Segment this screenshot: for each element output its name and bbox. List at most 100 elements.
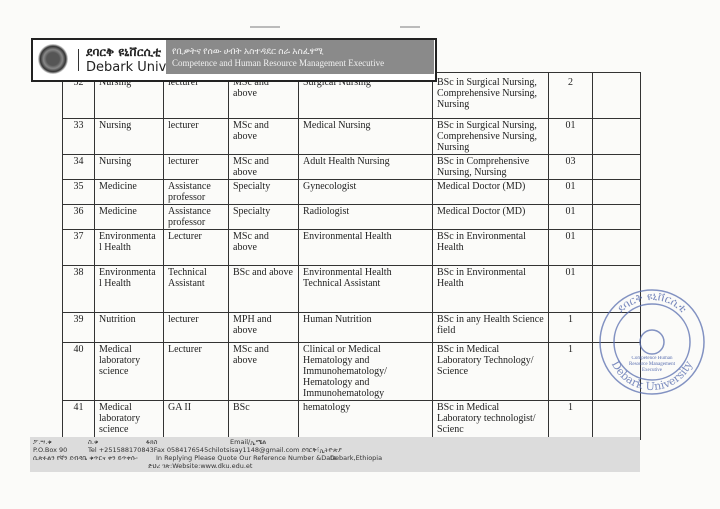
svg-text:ደባርቅ ዩኒቨርሲቲ: ደባርቅ ዩኒቨርሲቲ [615,290,690,316]
row-number: 38 [62,265,95,313]
table-row: 33 Nursing lecturer MSc and above Medical Nu… [62,118,641,155]
quantity: 01 [548,118,593,155]
field-of-study: hematology [298,400,433,440]
education-level: MSc and above [228,342,299,401]
email-label: Email/ኢሜል [230,438,267,446]
official-stamp: ደባርቅ ዩኒቨርሲቲ Debark University Competence… [599,289,705,395]
table-row: 36 Medicine Assistance professor Specialty R… [62,204,641,230]
remarks [592,154,641,180]
office-banner: የቢቃትና የሰው ሀብት አስተዳደር ስራ አስፈፃሚ Competence… [166,40,434,74]
contact-info: Tel +251588170843Fax 0584176545chilotsis… [88,446,342,454]
remarks [592,179,641,205]
field-of-study: Environmental Health Technical Assistant [298,265,433,313]
remarks [592,400,641,440]
required-qualification: BSc in Surgical Nursing, Comprehensive N… [432,72,549,119]
required-qualification: Medical Doctor (MD) [432,204,549,230]
letterhead-footer: ፖ.ሣ.ቁ ስ.ቁ ፋክስ Email/ኢሜል P.O.Box 90 Tel +… [30,437,640,472]
department: Environmenta l Health [94,229,164,266]
quantity: 01 [548,229,593,266]
table-row: 39 Nutrition lecturer MPH and above Human Nu… [62,312,641,343]
field-of-study: Medical Nursing [298,118,433,155]
education-level: Specialty [228,179,299,205]
remarks [592,72,641,119]
office-amharic: የቢቃትና የሰው ሀብት አስተዳደር ስራ አስፈፃሚ [172,46,324,56]
remarks [592,229,641,266]
stamp-top-text: ደባርቅ ዩኒቨርሲቲ [615,290,690,316]
education-level: MSc and above [228,118,299,155]
quantity: 1 [548,312,593,343]
academic-rank: Assistance professor [163,179,229,205]
education-level: BSc and above [228,265,299,313]
education-level: MSc and above [228,154,299,180]
row-number: 34 [62,154,95,180]
department: Medical laboratory science [94,400,164,440]
table-row: 40 Medical laboratory science Lecturer MSc … [62,342,641,401]
remarks [592,204,641,230]
university-seal-icon [38,44,68,74]
academic-rank: lecturer [163,154,229,180]
department: Medicine [94,179,164,205]
quantity: 1 [548,342,593,401]
education-level: MSc and above [228,229,299,266]
field-of-study: Human Nutrition [298,312,433,343]
row-number: 39 [62,312,95,343]
row-number: 36 [62,204,95,230]
department: Nursing [94,154,164,180]
row-number: 37 [62,229,95,266]
academic-rank: Technical Assistant [163,265,229,313]
required-qualification: BSc in Environmental Health [432,229,549,266]
department: Environmenta l Health [94,265,164,313]
academic-rank: Lecturer [163,342,229,401]
row-number: 35 [62,179,95,205]
education-level: BSc [228,400,299,440]
quantity: 01 [548,179,593,205]
location: Debark,Ethiopia [330,454,383,462]
quantity: 2 [548,72,593,119]
office-english: Competence and Human Resource Management… [172,58,385,68]
table-row: 38 Environmenta l Health Technical Assista… [62,265,641,313]
academic-rank: lecturer [163,312,229,343]
required-qualification: Medical Doctor (MD) [432,179,549,205]
quantity: 01 [548,204,593,230]
divider [78,49,79,71]
required-qualification: BSc in any Health Science field [432,312,549,343]
table-row: 35 Medicine Assistance professor Specialty G… [62,179,641,205]
stamp-center-text: Competence Human Resource Management Exe… [629,356,675,373]
pobox-label-amharic: ፖ.ሣ.ቁ [33,438,52,446]
academic-rank: Assistance professor [163,204,229,230]
department: Medical laboratory science [94,342,164,401]
required-qualification: BSc in Comprehensive Nursing, Nursing [432,154,549,180]
quantity: 1 [548,400,593,440]
row-number: 40 [62,342,95,401]
department: Nursing [94,118,164,155]
field-of-study: Radiologist [298,204,433,230]
education-level: Specialty [228,204,299,230]
academic-rank: GA II [163,400,229,440]
reply-note-amharic: ሲጽፉልን የኛን ደብዳቤ ቁጥርና ቀን ይጥቀሱ፡ [33,454,138,462]
reply-note: In Replying Please Quote Our Reference N… [156,454,337,462]
field-of-study: Clinical or Medical Hematology and Immun… [298,342,433,401]
university-name-amharic: ደባርቅ ዩኒቨርሲቲ [86,45,162,59]
required-qualification: BSc in Medical Laboratory Technology/ Sc… [432,342,549,401]
academic-rank: lecturer [163,118,229,155]
scan-mark [250,26,280,28]
field-of-study: Environmental Health [298,229,433,266]
required-qualification: BSc in Environmental Health [432,265,549,313]
required-qualification: BSc in Surgical Nursing, Comprehensive N… [432,118,549,155]
field-of-study: Gynecologist [298,179,433,205]
vacancy-table: 32 Nursing lecturer MSc and above Surgical N… [62,72,641,440]
scan-mark [400,26,420,28]
row-number: 33 [62,118,95,155]
row-number: 41 [62,400,95,440]
quantity: 03 [548,154,593,180]
department: Nutrition [94,312,164,343]
education-level: MPH and above [228,312,299,343]
department: Medicine [94,204,164,230]
website: ድህረ ገጽ:Website:www.dku.edu.et [148,462,253,470]
academic-rank: Lecturer [163,229,229,266]
table-row: 41 Medical laboratory science GA II BSc hema… [62,400,641,440]
pobox: P.O.Box 90 [33,446,68,454]
tel-label-amharic: ስ.ቁ [88,438,99,446]
fax-label-amharic: ፋክስ [146,438,158,446]
required-qualification: BSc in Medical Laboratory technologist/ … [432,400,549,440]
